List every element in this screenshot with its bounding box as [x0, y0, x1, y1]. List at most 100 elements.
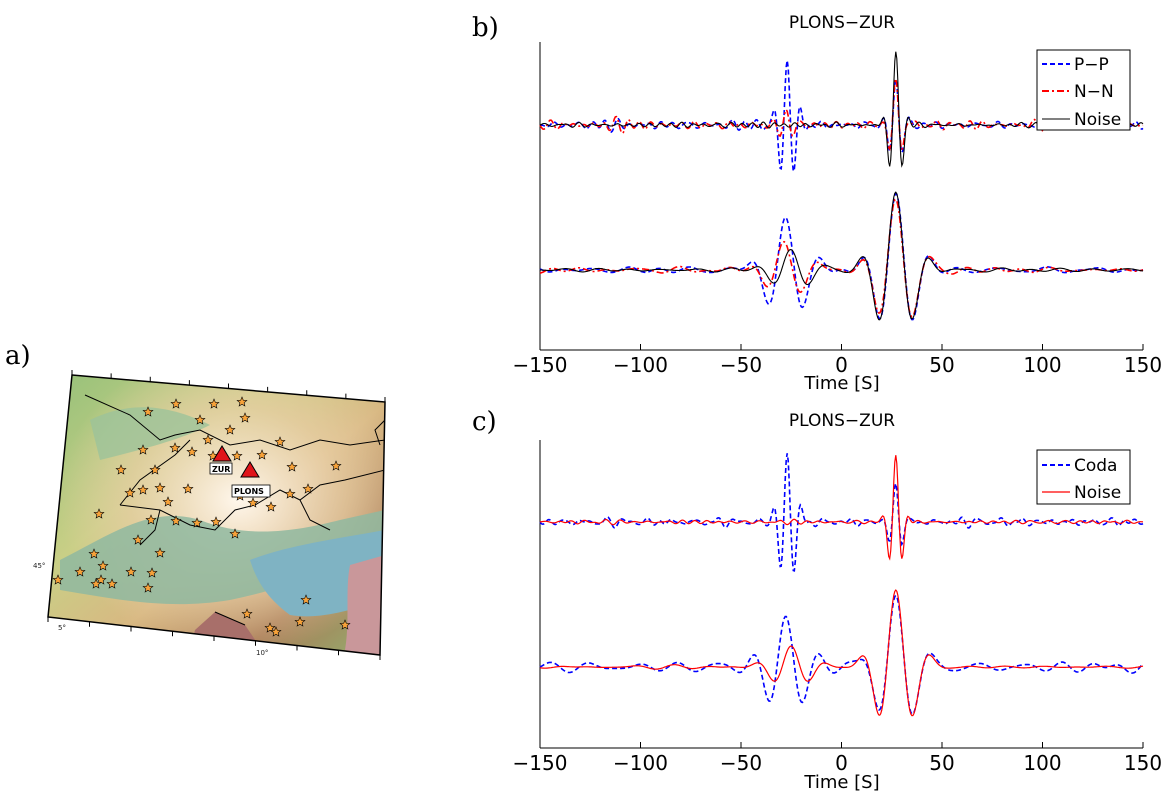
event-star-icon	[95, 574, 107, 585]
panel-label-a: a)	[5, 341, 31, 371]
event-star-icon	[236, 396, 248, 407]
trace-noise-c-upper	[539, 455, 1144, 561]
event-star-icon	[115, 464, 127, 475]
x-tick-label: −50	[720, 751, 762, 775]
legend-noise-b: Noise	[1074, 110, 1121, 130]
chart-c: PLONS−ZUR −150 −100 −50 0 50 100 150 Time [S] …	[513, 411, 1163, 793]
lon-label-5: 5°	[58, 624, 66, 632]
event-star-icon	[106, 578, 118, 589]
event-star-icon	[93, 508, 105, 519]
event-star-icon	[137, 444, 149, 455]
event-star-icon	[124, 487, 136, 498]
trace-coda-lower	[539, 594, 1144, 715]
chart-b: PLONS−ZUR −150 −100 −50 0 50 100 150 Time [S] …	[513, 13, 1163, 394]
event-star-icon	[186, 446, 198, 457]
event-star-icon	[284, 488, 296, 499]
station-plons-triangle-icon	[240, 461, 260, 478]
event-star-icon	[330, 460, 342, 471]
event-star-icon	[274, 436, 286, 447]
event-star-icon	[182, 483, 194, 494]
chart-c-ticks: −150 −100 −50 0 50 100 150	[513, 742, 1162, 775]
station-plons-label: PLONS	[234, 487, 264, 496]
event-star-icon	[52, 574, 64, 585]
x-tick-label: −100	[613, 751, 668, 775]
event-star-icon	[241, 608, 253, 619]
event-star-icon	[208, 398, 220, 409]
event-star-icon	[125, 566, 137, 577]
event-star-icon	[300, 594, 312, 605]
trace-noise-lower	[539, 191, 1144, 321]
event-star-icon	[256, 449, 268, 460]
x-tick-label: −50	[720, 353, 762, 377]
event-star-icon	[97, 560, 109, 571]
event-star-icon	[264, 622, 276, 633]
event-star-icon	[294, 616, 306, 627]
event-star-icon	[146, 567, 158, 578]
legend-coda: Coda	[1074, 456, 1117, 476]
event-star-icon	[74, 566, 86, 577]
event-star-icon	[162, 496, 174, 507]
x-tick-label: 100	[1023, 353, 1061, 377]
chart-b-traces	[539, 51, 1144, 321]
event-star-icon	[202, 434, 214, 445]
event-star-icon	[149, 464, 161, 475]
station-zur-triangle-icon	[212, 445, 232, 462]
trace-noise-c-lower	[539, 589, 1144, 717]
event-star-icon	[154, 547, 166, 558]
event-star-icon	[270, 626, 282, 637]
x-tick-label: −150	[513, 353, 568, 377]
station-zur-label: ZUR	[212, 465, 230, 474]
legend-pp: P−P	[1074, 55, 1109, 75]
event-star-icon	[194, 414, 206, 425]
station-zur-labelbox	[209, 462, 233, 475]
legend-noise-c: Noise	[1074, 483, 1121, 503]
x-tick-label: 100	[1023, 751, 1061, 775]
chart-c-title: PLONS−ZUR	[789, 411, 895, 431]
chart-b-legend: P−P N−N Noise	[1036, 49, 1131, 131]
event-star-icon	[132, 534, 144, 545]
event-star-icon	[191, 517, 203, 528]
event-star-icon	[286, 461, 298, 472]
event-star-icon	[88, 548, 100, 559]
trace-nn-lower	[539, 198, 1144, 318]
event-star-icon	[142, 406, 154, 417]
event-star-icon	[142, 582, 154, 593]
event-star-icon	[154, 482, 166, 493]
event-star-icon	[229, 528, 241, 539]
event-stars	[52, 396, 351, 637]
lat-label: 45°	[33, 562, 45, 570]
chart-b-ticks: −150 −100 −50 0 50 100 150	[513, 344, 1162, 377]
x-tick-label: 50	[929, 751, 954, 775]
event-star-icon	[231, 450, 243, 461]
event-star-icon	[265, 501, 277, 512]
event-star-icon	[170, 398, 182, 409]
event-star-icon	[224, 424, 236, 435]
event-star-icon	[145, 514, 157, 525]
trace-pp-lower	[539, 192, 1144, 321]
x-tick-label: 0	[835, 353, 848, 377]
event-star-icon	[339, 619, 351, 630]
foreign-area-east	[345, 555, 385, 655]
x-tick-label: 150	[1124, 751, 1162, 775]
event-star-icon	[247, 497, 259, 508]
event-star-icon	[210, 516, 222, 527]
chart-c-traces	[539, 453, 1144, 717]
x-tick-label: −100	[613, 353, 668, 377]
event-star-icon	[170, 515, 182, 526]
chart-c-xlabel: Time [S]	[803, 772, 879, 793]
panel-label-b: b)	[472, 13, 499, 43]
event-star-icon	[302, 483, 314, 494]
legend-nn: N−N	[1074, 82, 1114, 102]
chart-b-xlabel: Time [S]	[803, 373, 879, 394]
x-tick-label: −150	[513, 751, 568, 775]
x-tick-label: 0	[835, 751, 848, 775]
event-star-icon	[169, 442, 181, 453]
event-star-icon	[137, 484, 149, 495]
relief-map: 45° 5° 10° ZUR PLONS	[33, 370, 386, 660]
event-star-icon	[90, 578, 102, 589]
station-plons-labelbox	[231, 484, 271, 498]
chart-b-title: PLONS−ZUR	[789, 13, 895, 33]
x-tick-label: 50	[929, 353, 954, 377]
panel-label-c: c)	[472, 407, 497, 437]
